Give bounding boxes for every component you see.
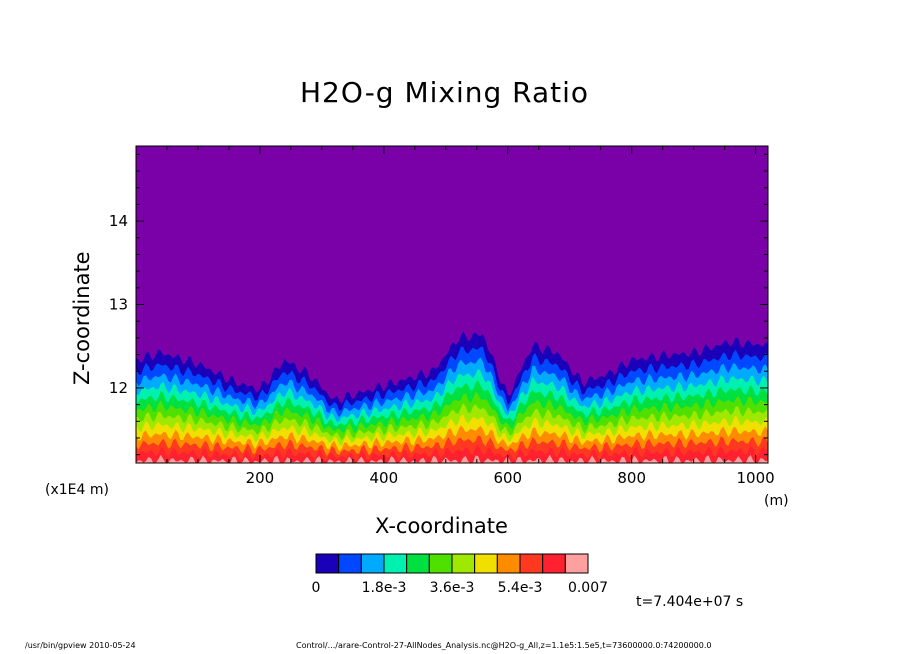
footer-right: Control/.../arare-Control-27-AllNodes_An…: [296, 641, 712, 650]
footer-left: /usr/bin/gpview 2010-05-24: [25, 641, 136, 650]
colorbar-swatch-12: [564, 553, 589, 574]
colorbar-swatch-4: [383, 553, 408, 574]
y-tick-label-1: 13: [109, 296, 128, 314]
colorbar-label-1: 1.8e-3: [362, 580, 407, 596]
y-axis-units: (x1E4 m): [45, 482, 109, 498]
colorbar-label-3: 5.4e-3: [498, 580, 543, 596]
contour-level-12: [136, 454, 768, 463]
colorbar-swatch-7: [451, 553, 476, 574]
contour-level-11: [136, 444, 768, 463]
y-tick-label-0: 12: [109, 379, 128, 397]
y-tick-label-2: 14: [109, 212, 128, 230]
x-tick-label-0: 200: [246, 469, 275, 487]
colorbar-swatch-3: [360, 553, 385, 574]
x-axis-label: X-coordinate: [375, 514, 508, 538]
colorbar-label-0: 0: [312, 580, 321, 596]
time-label: t=7.404e+07 s: [636, 594, 744, 610]
colorbar-swatch-11: [542, 553, 566, 574]
colorbar-swatch-8: [474, 553, 498, 574]
colorbar-swatch-9: [496, 553, 521, 574]
colorbar-swatch-5: [406, 553, 430, 574]
x-tick-label-2: 600: [493, 469, 522, 487]
x-tick-label-4: 1000: [737, 469, 775, 487]
chart-title: H2O-g Mixing Ratio: [300, 76, 590, 109]
colorbar-label-2: 3.6e-3: [430, 580, 475, 596]
colorbar-swatch-2: [338, 553, 362, 574]
colorbar-swatch-6: [428, 553, 453, 574]
colorbar-swatch-1: [315, 553, 340, 574]
x-axis-units: (m): [764, 493, 789, 509]
colorbar-label-4: 0.007: [568, 580, 608, 596]
y-axis-label: Z-coordinate: [70, 251, 94, 385]
x-tick-label-3: 800: [617, 469, 646, 487]
x-tick-label-1: 400: [370, 469, 399, 487]
colorbar-swatch-10: [519, 553, 544, 574]
